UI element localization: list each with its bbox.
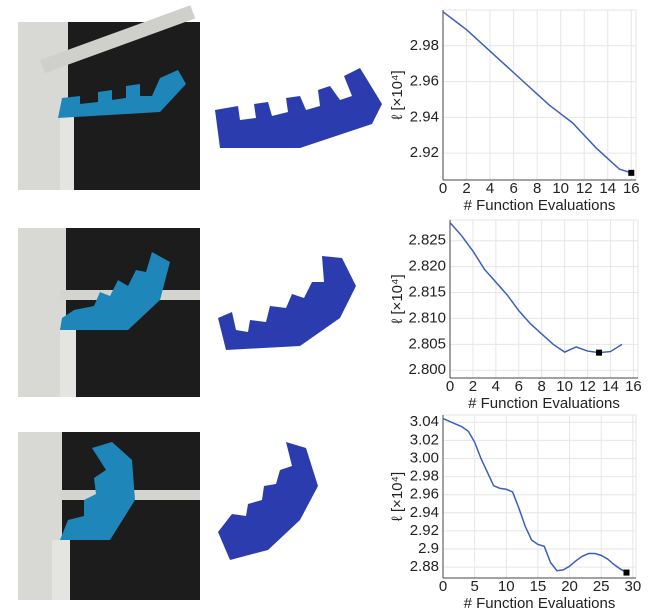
sim-row-1	[215, 68, 382, 148]
x-tick-label: 4	[486, 180, 494, 197]
x-tick-label: 14	[602, 378, 619, 395]
y-tick-label: 2.98	[410, 37, 439, 54]
plot-area	[443, 415, 636, 578]
x-tick-label: 0	[439, 578, 447, 595]
sim-row-3	[218, 442, 318, 560]
y-tick-label: 2.9	[418, 540, 439, 557]
x-axis-label: # Function Evaluations	[464, 197, 616, 214]
x-tick-label: 0	[439, 180, 447, 197]
photo-row-2	[18, 228, 200, 397]
y-axis-label: ℓ [×10⁴]	[389, 472, 406, 521]
x-tick-label: 10	[552, 180, 569, 197]
y-tick-label: 3.04	[410, 413, 439, 430]
x-tick-label: 16	[625, 378, 642, 395]
y-tick-label: 2.825	[408, 232, 446, 249]
y-tick-label: 3.00	[410, 449, 439, 466]
y-tick-label: 2.92	[410, 522, 439, 539]
x-tick-label: 10	[498, 578, 515, 595]
x-tick-label: 20	[561, 578, 578, 595]
x-tick-label: 16	[623, 180, 640, 197]
y-tick-label: 2.96	[410, 73, 439, 90]
y-tick-label: 2.805	[408, 335, 446, 352]
y-tick-label: 2.820	[408, 258, 446, 275]
y-tick-label: 2.800	[408, 361, 446, 378]
x-tick-label: 6	[509, 180, 517, 197]
x-tick-label: 14	[599, 180, 616, 197]
x-tick-label: 8	[538, 378, 546, 395]
x-axis-label: # Function Evaluations	[464, 595, 616, 610]
x-tick-label: 30	[624, 578, 641, 595]
page: {"chart_data": [ {"type": "line", "x_lab…	[0, 0, 657, 615]
y-tick-label: 2.94	[410, 504, 439, 521]
x-tick-label: 2	[462, 180, 470, 197]
y-axis-label: ℓ [×10⁴]	[389, 274, 406, 323]
y-tick-label: 2.92	[410, 144, 439, 161]
y-tick-label: 2.98	[410, 468, 439, 485]
x-tick-label: 25	[593, 578, 610, 595]
x-tick-label: 12	[576, 180, 593, 197]
y-tick-label: 2.88	[410, 558, 439, 575]
y-tick-label: 2.94	[410, 108, 439, 125]
plot-area	[450, 220, 638, 378]
y-tick-label: 2.96	[410, 486, 439, 503]
x-tick-label: 5	[470, 578, 478, 595]
y-tick-label: 3.02	[410, 431, 439, 448]
x-tick-label: 6	[515, 378, 523, 395]
best-marker	[628, 170, 634, 176]
y-axis-label: ℓ [×10⁴]	[389, 70, 406, 119]
x-tick-label: 8	[533, 180, 541, 197]
y-tick-label: 2.815	[408, 283, 446, 300]
x-tick-label: 4	[492, 378, 500, 395]
x-tick-label: 15	[530, 578, 547, 595]
x-tick-label: 2	[469, 378, 477, 395]
photo-row-1	[18, 5, 200, 190]
x-axis-label: # Function Evaluations	[468, 395, 620, 412]
x-tick-label: 10	[556, 378, 573, 395]
y-tick-label: 2.810	[408, 309, 446, 326]
photo-row-3	[18, 432, 200, 600]
best-marker	[596, 350, 602, 356]
x-tick-label: 0	[446, 378, 454, 395]
best-marker	[624, 570, 630, 576]
figure: 2.922.942.962.980246810121416# Function …	[0, 0, 657, 610]
x-tick-label: 12	[579, 378, 596, 395]
sim-row-2	[218, 256, 356, 350]
